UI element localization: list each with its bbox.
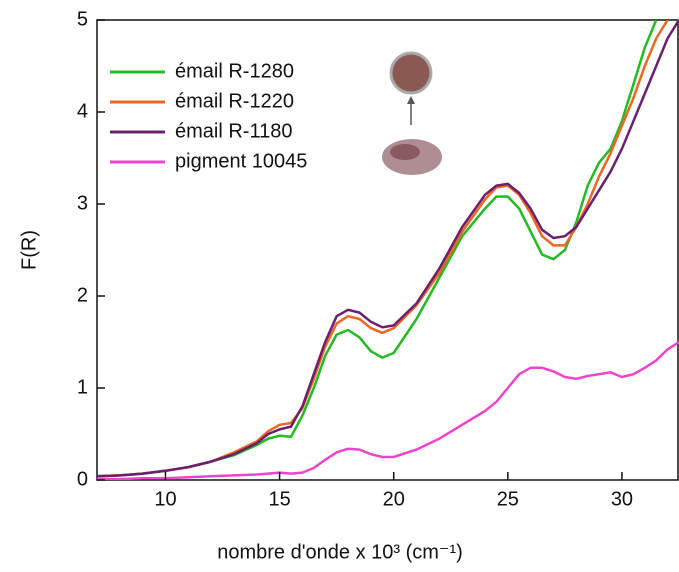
series-line bbox=[97, 20, 658, 478]
legend-label: émail R-1220 bbox=[175, 90, 294, 112]
series-line bbox=[97, 20, 679, 478]
y-axis-label: F(R) bbox=[18, 230, 40, 270]
x-axis-label: nombre d'onde x 10³ (cm⁻¹) bbox=[217, 541, 463, 563]
x-tick-label: 10 bbox=[154, 488, 176, 510]
legend-label: pigment 10045 bbox=[175, 150, 307, 172]
y-tick-label: 4 bbox=[77, 100, 88, 122]
sample-icon bbox=[382, 51, 442, 175]
y-tick-label: 1 bbox=[77, 376, 88, 398]
y-tick-label: 0 bbox=[77, 468, 88, 490]
plot-frame bbox=[96, 19, 679, 481]
x-tick-label: 30 bbox=[611, 488, 633, 510]
x-tick-label: 15 bbox=[268, 488, 290, 510]
series-line bbox=[97, 340, 679, 480]
x-tick-label: 25 bbox=[497, 488, 519, 510]
legend-label: émail R-1180 bbox=[175, 120, 292, 142]
series-line bbox=[97, 20, 669, 478]
y-tick-label: 5 bbox=[77, 8, 88, 30]
x-tick-label: 20 bbox=[383, 488, 405, 510]
legend-label: émail R-1280 bbox=[175, 60, 294, 82]
y-tick-label: 2 bbox=[77, 284, 88, 306]
lines bbox=[97, 20, 679, 480]
y-tick-label: 3 bbox=[77, 192, 88, 214]
